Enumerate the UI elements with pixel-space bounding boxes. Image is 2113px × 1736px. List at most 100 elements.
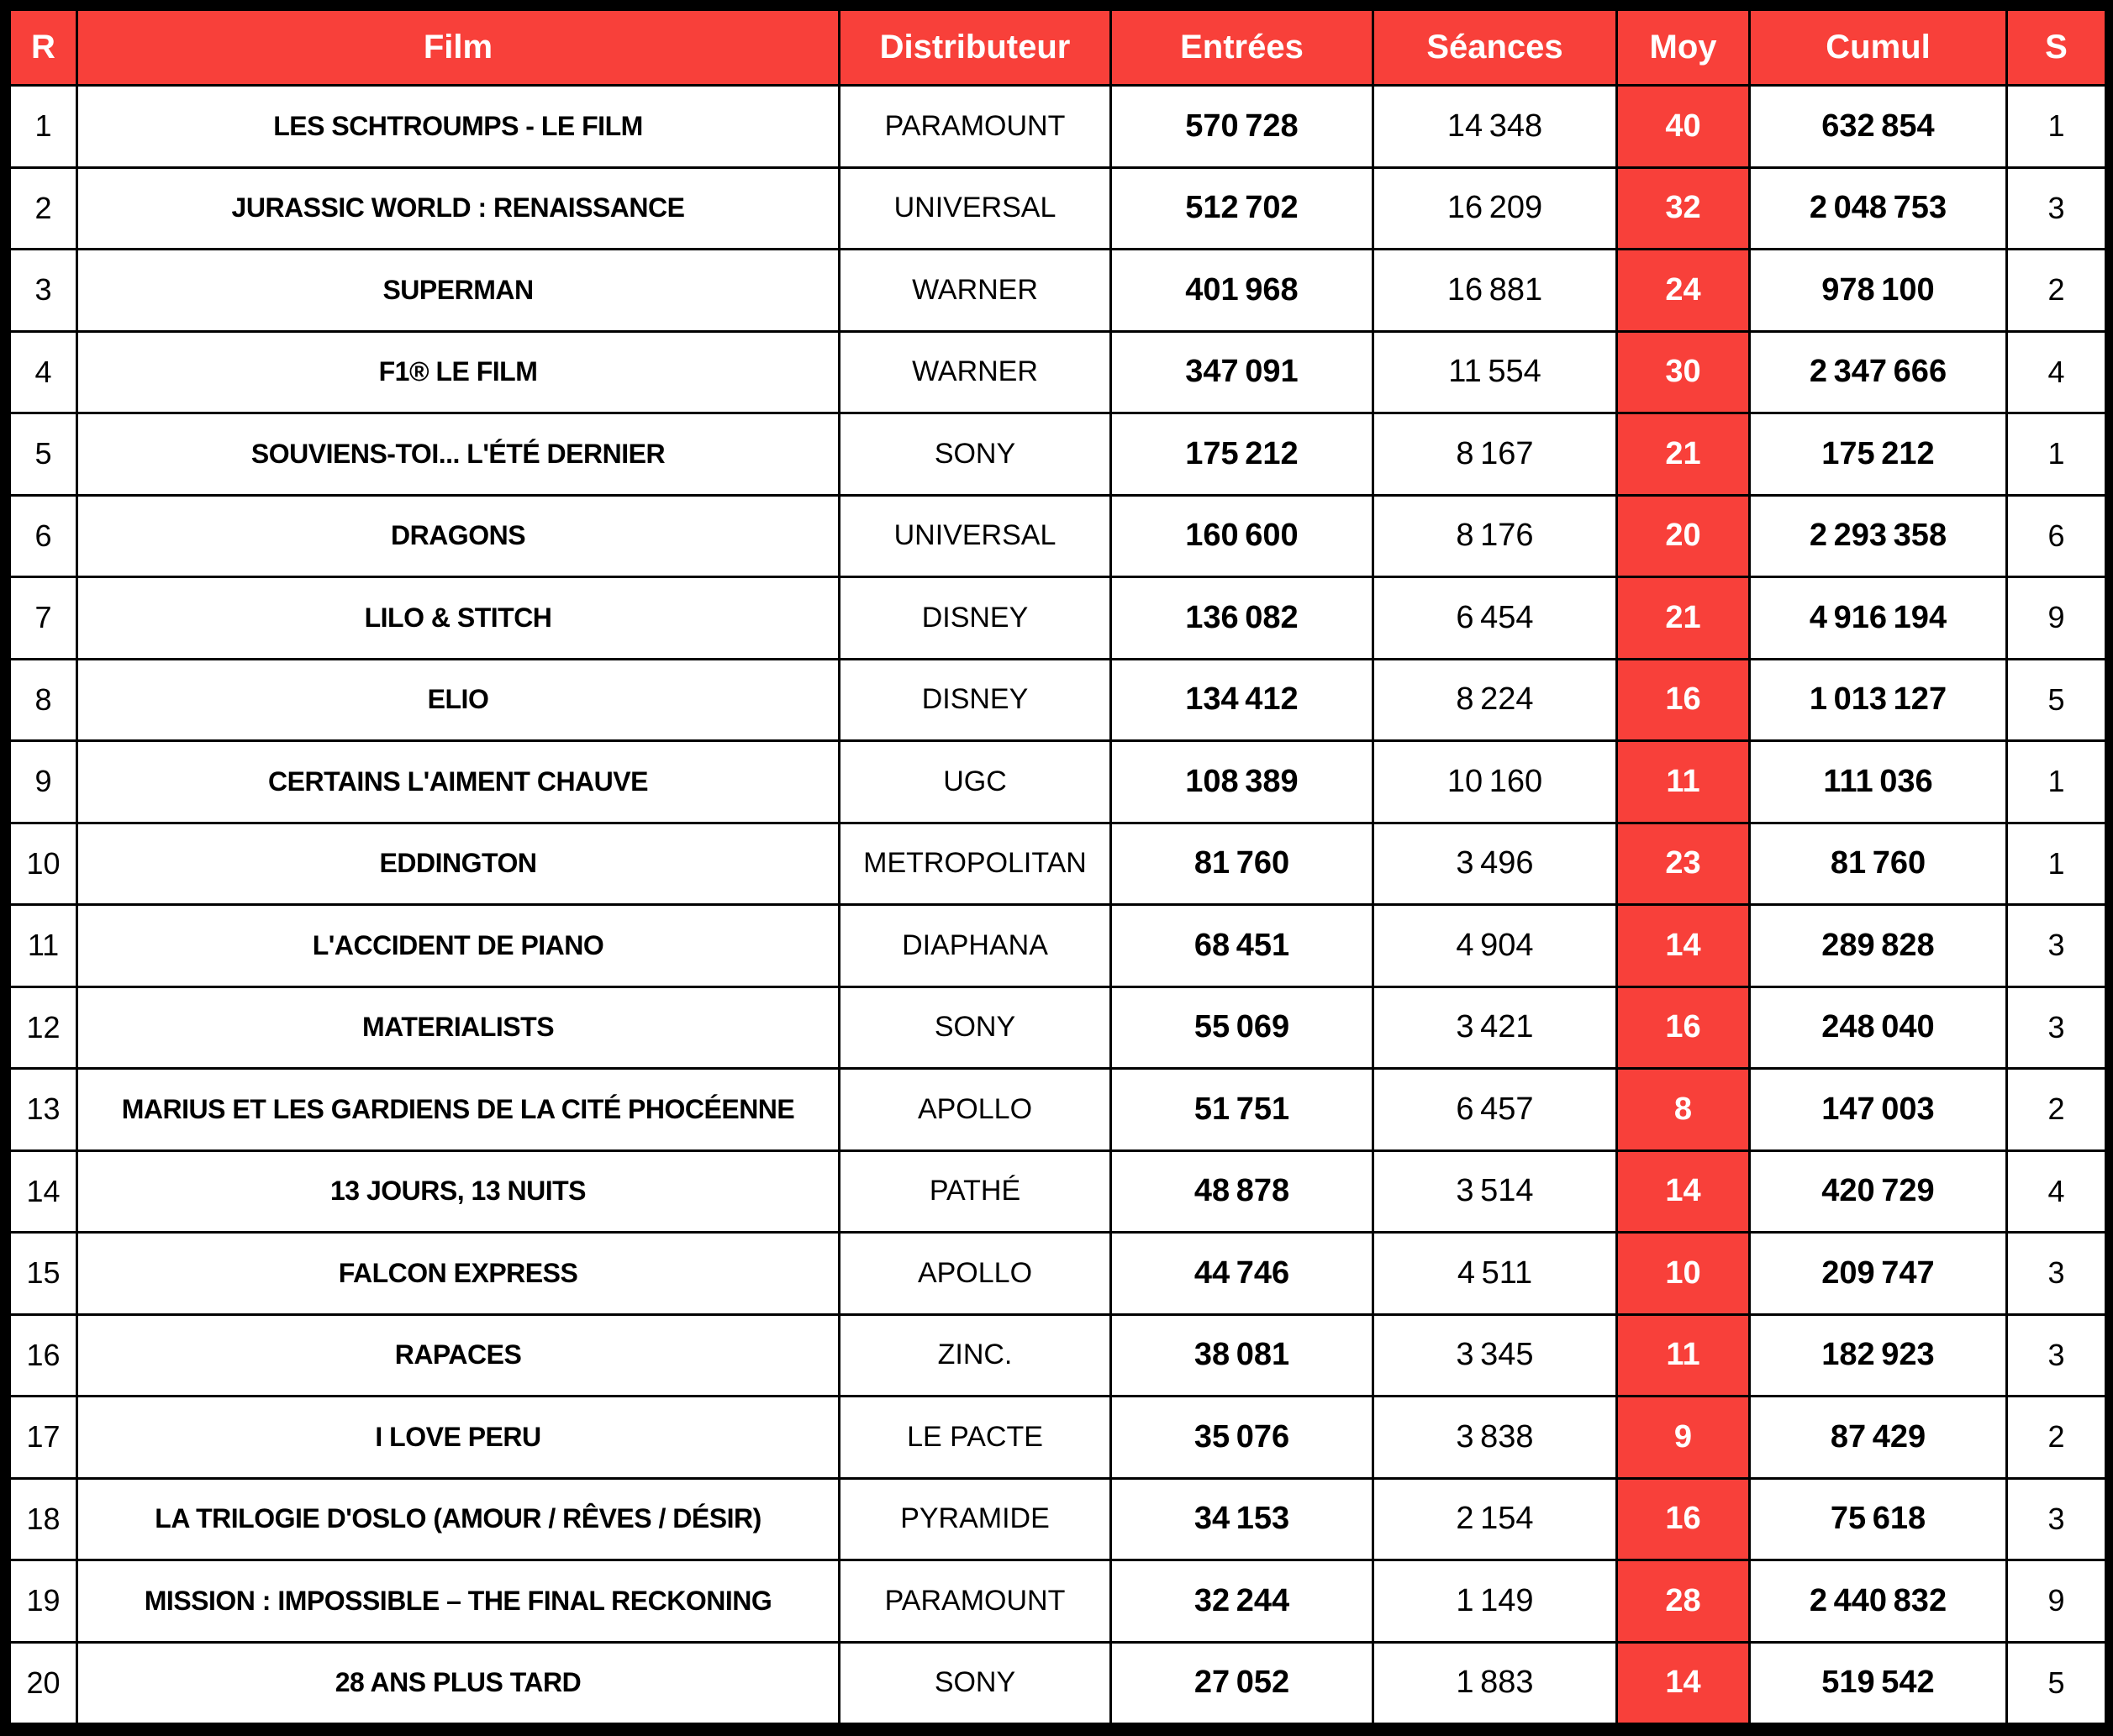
header-row: R Film Distributeur Entrées Séances Moy … xyxy=(8,8,2107,87)
weeks-cell: 3 xyxy=(2005,166,2107,250)
cumulative-cell: 420 729 xyxy=(1748,1149,2008,1234)
film-cell: LA TRILOGIE D'OSLO (AMOUR / RÊVES / DÉSI… xyxy=(76,1476,840,1561)
average-cell: 40 xyxy=(1615,84,1751,169)
average-cell: 30 xyxy=(1615,329,1751,414)
cumulative-cell: 209 747 xyxy=(1748,1231,2008,1316)
film-cell: SOUVIENS-TOI... L'ÉTÉ DERNIER xyxy=(76,412,840,497)
average-cell: 28 xyxy=(1615,1559,1751,1644)
entries-cell: 134 412 xyxy=(1109,657,1374,742)
rank-cell: 17 xyxy=(8,1395,78,1480)
film-cell: RAPACES xyxy=(76,1313,840,1397)
table-row: 2 JURASSIC WORLD : RENAISSANCE UNIVERSAL 51… xyxy=(8,166,2107,250)
screenings-cell: 3 345 xyxy=(1372,1313,1618,1397)
average-cell: 14 xyxy=(1615,1149,1751,1234)
table-header: R Film Distributeur Entrées Séances Moy … xyxy=(8,8,2107,87)
film-cell: DRAGONS xyxy=(76,493,840,578)
table-row: 11 L'ACCIDENT DE PIANO DIAPHANA 68 451 4 904… xyxy=(8,903,2107,988)
distributor-cell: UNIVERSAL xyxy=(838,493,1112,578)
weeks-cell: 3 xyxy=(2005,1476,2107,1561)
film-cell: MARIUS ET LES GARDIENS DE LA CITÉ PHOCÉE… xyxy=(76,1067,840,1152)
distributor-cell: SONY xyxy=(838,412,1112,497)
weeks-cell: 1 xyxy=(2005,739,2107,824)
average-cell: 14 xyxy=(1615,903,1751,988)
rank-cell: 2 xyxy=(8,166,78,250)
entries-cell: 570 728 xyxy=(1109,84,1374,169)
table-row: 16 RAPACES ZINC. 38 081 3 345 11 182 923 3 xyxy=(8,1313,2107,1397)
rank-cell: 1 xyxy=(8,84,78,169)
table-row: 17 I LOVE PERU LE PACTE 35 076 3 838 9 87 429 2 xyxy=(8,1395,2107,1480)
distributor-cell: PARAMOUNT xyxy=(838,1559,1112,1644)
entries-cell: 68 451 xyxy=(1109,903,1374,988)
entries-cell: 108 389 xyxy=(1109,739,1374,824)
weeks-cell: 3 xyxy=(2005,903,2107,988)
weeks-cell: 1 xyxy=(2005,821,2107,906)
rank-cell: 8 xyxy=(8,657,78,742)
cumulative-cell: 1 013 127 xyxy=(1748,657,2008,742)
average-cell: 11 xyxy=(1615,1313,1751,1397)
film-cell: LES SCHTROUMPS - LE FILM xyxy=(76,84,840,169)
average-cell: 21 xyxy=(1615,412,1751,497)
screenings-cell: 3 514 xyxy=(1372,1149,1618,1234)
cumulative-cell: 289 828 xyxy=(1748,903,2008,988)
rank-cell: 14 xyxy=(8,1149,78,1234)
distributor-cell: APOLLO xyxy=(838,1067,1112,1152)
film-cell: L'ACCIDENT DE PIANO xyxy=(76,903,840,988)
cumulative-cell: 87 429 xyxy=(1748,1395,2008,1480)
table-row: 18 LA TRILOGIE D'OSLO (AMOUR / RÊVES / DÉ… xyxy=(8,1476,2107,1561)
cumulative-cell: 81 760 xyxy=(1748,821,2008,906)
table-row: 8 ELIO DISNEY 134 412 8 224 16 1 013 127 5 xyxy=(8,657,2107,742)
rank-cell: 11 xyxy=(8,903,78,988)
screenings-cell: 8 167 xyxy=(1372,412,1618,497)
film-cell: I LOVE PERU xyxy=(76,1395,840,1480)
average-cell: 24 xyxy=(1615,248,1751,333)
rank-cell: 5 xyxy=(8,412,78,497)
average-cell: 16 xyxy=(1615,657,1751,742)
column-header-average: Moy xyxy=(1615,8,1751,87)
average-cell: 20 xyxy=(1615,493,1751,578)
rank-cell: 13 xyxy=(8,1067,78,1152)
table-row: 13 MARIUS ET LES GARDIENS DE LA CITÉ PHOC… xyxy=(8,1067,2107,1152)
rank-cell: 12 xyxy=(8,985,78,1070)
distributor-cell: METROPOLITAN xyxy=(838,821,1112,906)
distributor-cell: DIAPHANA xyxy=(838,903,1112,988)
rank-cell: 9 xyxy=(8,739,78,824)
screenings-cell: 8 176 xyxy=(1372,493,1618,578)
distributor-cell: APOLLO xyxy=(838,1231,1112,1316)
average-cell: 16 xyxy=(1615,1476,1751,1561)
table-row: 9 CERTAINS L'AIMENT CHAUVE UGC 108 389 10 16… xyxy=(8,739,2107,824)
film-cell: MATERIALISTS xyxy=(76,985,840,1070)
rank-cell: 20 xyxy=(8,1640,78,1725)
distributor-cell: WARNER xyxy=(838,329,1112,414)
entries-cell: 512 702 xyxy=(1109,166,1374,250)
film-cell: JURASSIC WORLD : RENAISSANCE xyxy=(76,166,840,250)
rank-cell: 16 xyxy=(8,1313,78,1397)
column-header-rank: R xyxy=(8,8,78,87)
rank-cell: 15 xyxy=(8,1231,78,1316)
film-cell: SUPERMAN xyxy=(76,248,840,333)
distributor-cell: ZINC. xyxy=(838,1313,1112,1397)
entries-cell: 175 212 xyxy=(1109,412,1374,497)
weeks-cell: 1 xyxy=(2005,412,2107,497)
entries-cell: 34 153 xyxy=(1109,1476,1374,1561)
rank-cell: 3 xyxy=(8,248,78,333)
weeks-cell: 1 xyxy=(2005,84,2107,169)
film-cell: 13 JOURS, 13 NUITS xyxy=(76,1149,840,1234)
entries-cell: 401 968 xyxy=(1109,248,1374,333)
entries-cell: 347 091 xyxy=(1109,329,1374,414)
rank-cell: 4 xyxy=(8,329,78,414)
weeks-cell: 3 xyxy=(2005,1231,2107,1316)
screenings-cell: 10 160 xyxy=(1372,739,1618,824)
cumulative-cell: 519 542 xyxy=(1748,1640,2008,1725)
entries-cell: 35 076 xyxy=(1109,1395,1374,1480)
table-row: 14 13 JOURS, 13 NUITS PATHÉ 48 878 3 514 14 42… xyxy=(8,1149,2107,1234)
column-header-cumulative: Cumul xyxy=(1748,8,2008,87)
distributor-cell: LE PACTE xyxy=(838,1395,1112,1480)
film-cell: CERTAINS L'AIMENT CHAUVE xyxy=(76,739,840,824)
screenings-cell: 1 883 xyxy=(1372,1640,1618,1725)
weeks-cell: 2 xyxy=(2005,1067,2107,1152)
table-row: 15 FALCON EXPRESS APOLLO 44 746 4 511 10 209 7… xyxy=(8,1231,2107,1316)
screenings-cell: 2 154 xyxy=(1372,1476,1618,1561)
film-cell: MISSION : IMPOSSIBLE – THE FINAL RECKONI… xyxy=(76,1559,840,1644)
cumulative-cell: 2 440 832 xyxy=(1748,1559,2008,1644)
table-row: 20 28 ANS PLUS TARD SONY 27 052 1 883 14 519 5… xyxy=(8,1640,2107,1725)
